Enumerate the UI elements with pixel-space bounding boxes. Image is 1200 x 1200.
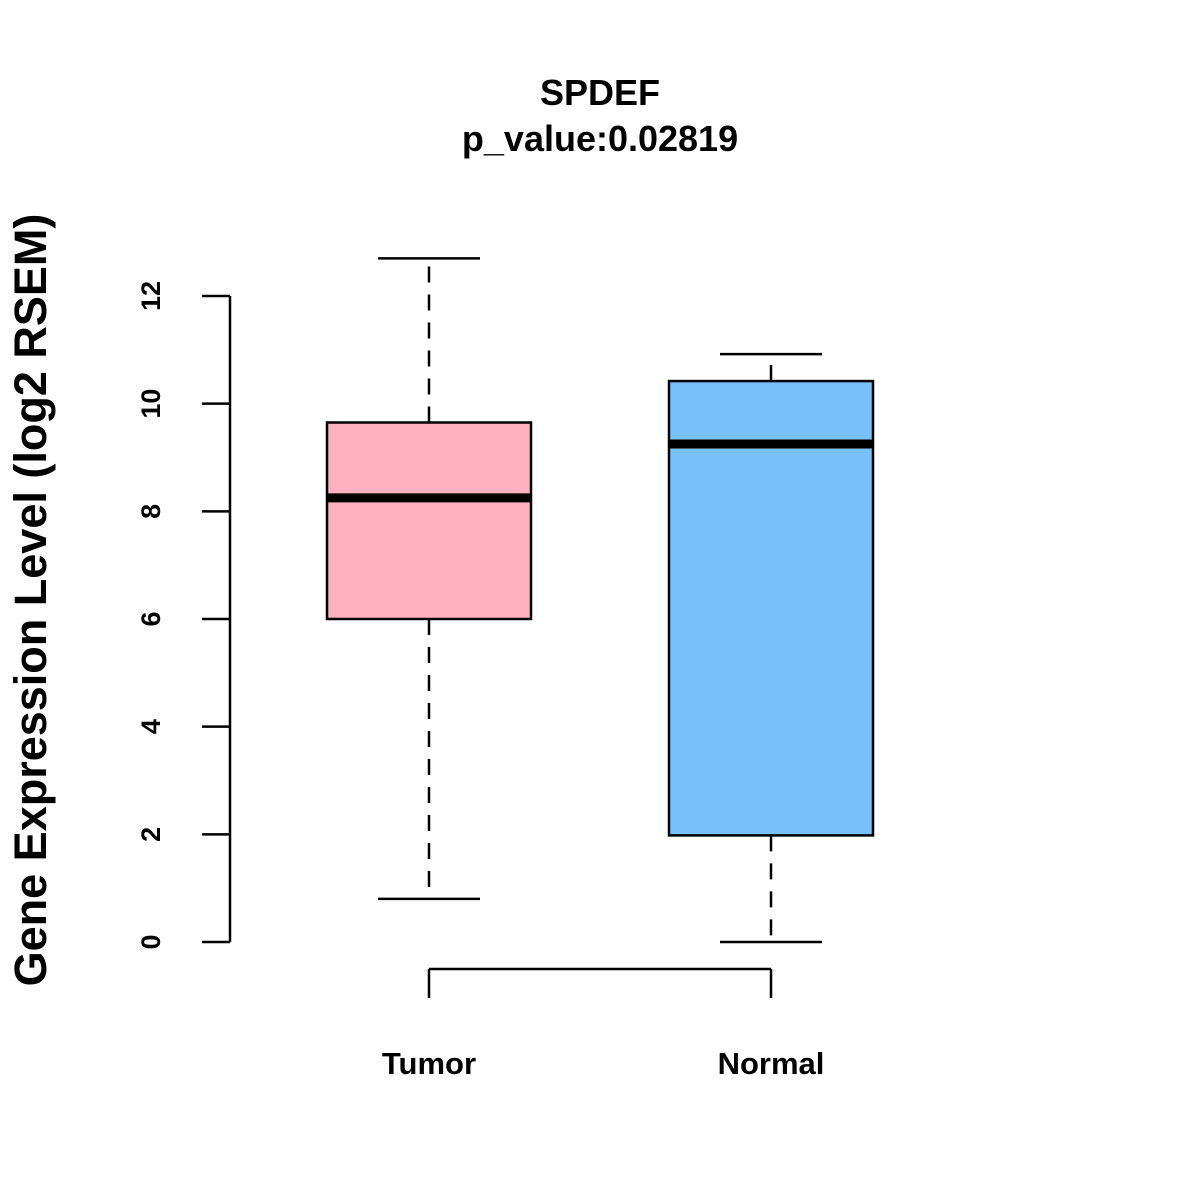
y-tick-label: 8 [136, 504, 166, 519]
box-series [325, 257, 875, 944]
y-tick-label: 12 [136, 281, 166, 311]
chart-subtitle: p_value:0.02819 [462, 118, 738, 159]
box-tumor [325, 257, 533, 901]
box-body [667, 379, 875, 837]
x-tick-label-normal: Normal [718, 1046, 825, 1081]
y-axis-label: Gene Expression Level (log2 RSEM) [5, 214, 56, 987]
box-normal [667, 352, 875, 944]
y-tick-label: 0 [136, 934, 166, 949]
x-tick-label-tumor: Tumor [382, 1046, 476, 1081]
y-axis: 0 2 4 6 8 10 12 [136, 281, 232, 950]
y-tick-label: 4 [136, 719, 166, 734]
y-tick-label: 6 [136, 611, 166, 626]
y-tick-label: 2 [136, 827, 166, 842]
x-axis: Tumor Normal [382, 967, 825, 1081]
box-body [325, 421, 533, 621]
y-tick-label: 10 [136, 389, 166, 419]
chart-title: SPDEF [540, 72, 660, 113]
